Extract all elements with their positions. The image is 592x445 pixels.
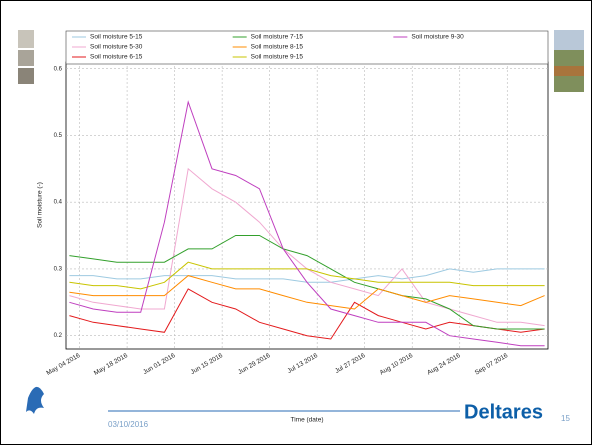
series-line [69,235,545,330]
legend-label: Soil moisture 5-30 [90,44,143,51]
decor-square [18,30,34,48]
decor-square [18,68,34,84]
photo-sky [554,30,584,50]
series-line [69,261,545,290]
plot-area [65,61,549,350]
y-tick-label: 0.5 [54,133,63,139]
footer-date: 03/10/2016 [108,420,149,429]
y-axis-label: Soil moisture (-) [37,182,44,228]
y-tick-label: 0.4 [54,200,63,206]
y-tick-label: 0.2 [54,333,63,339]
legend-label: Soil moisture 9-30 [411,34,464,41]
y-tick-label: 0.3 [54,266,63,272]
legend-label: Soil moisture 7-15 [251,34,304,41]
x-axis-label: Time (date) [291,417,324,424]
legend-label: Soil moisture 5-15 [90,34,143,41]
series-line [69,288,545,340]
legend-label: Soil moisture 6-15 [90,54,143,61]
legend-box [65,30,549,65]
series-line [69,100,545,347]
decor-square [18,50,34,66]
page-number: 15 [561,414,570,423]
legend-label: Soil moisture 8-15 [251,44,304,51]
photo-field [554,66,584,76]
brand: Deltares [464,401,543,423]
y-tick-label: 0.6 [54,66,63,72]
legend-label: Soil moisture 9-15 [251,54,304,61]
logo [26,386,44,414]
series-line [69,275,545,310]
